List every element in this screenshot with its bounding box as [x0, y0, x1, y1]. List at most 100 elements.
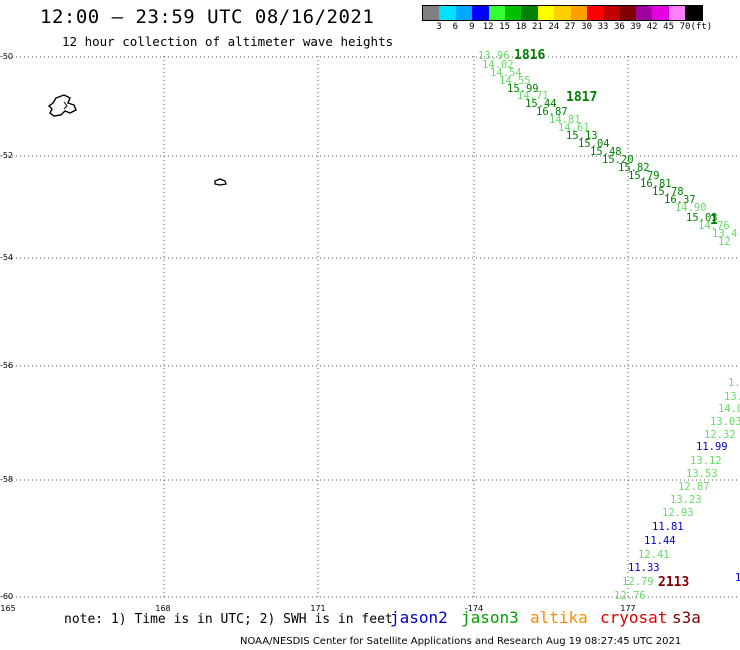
wave-height-value: 15.04	[578, 138, 610, 150]
track-time-label: 1	[710, 213, 718, 228]
colorbar-label: 45	[663, 22, 675, 32]
lat-label: -50	[0, 52, 14, 61]
colorbar-swatch	[570, 6, 587, 20]
satellite-altika: altika	[530, 608, 588, 627]
wave-height-value: 14.61	[558, 122, 590, 134]
units-note: note: 1) Time is in UTC; 2) SWH is in fe…	[64, 612, 393, 627]
colorbar-swatch	[521, 6, 538, 20]
lon-label: 165	[0, 604, 16, 613]
wave-height-value: 14.71	[517, 90, 549, 102]
colorbar-swatch	[488, 6, 505, 20]
colorbar-label: 30	[581, 22, 593, 32]
wave-height-value: 13.23	[670, 494, 702, 506]
colorbar-swatch	[439, 6, 456, 20]
satellite-s3a: s3a	[672, 608, 701, 627]
colorbar-swatch	[636, 6, 653, 20]
colorbar-label: 36	[613, 22, 625, 32]
lon-label: -174	[464, 604, 484, 613]
wave-height-value: 14.90	[675, 202, 707, 214]
wave-height-value: 14.0	[718, 403, 740, 415]
lon-label: 177	[620, 604, 636, 613]
lon-label: 171	[310, 604, 326, 613]
wave-height-value: 14.55	[499, 75, 531, 87]
wave-height-value: 13.53	[686, 468, 718, 480]
auckland-islands-landmass	[47, 94, 77, 117]
wave-height-value: 15.44	[525, 98, 557, 110]
colorbar-label: 24	[548, 22, 560, 32]
colorbar-label: 70	[679, 22, 691, 32]
colorbar-swatch	[652, 6, 669, 20]
colorbar-swatch	[619, 6, 637, 20]
lon-label: 168	[155, 604, 171, 613]
wave-height-value: 15.78	[652, 186, 684, 198]
wave-height-value: 11.33	[628, 562, 660, 574]
track-time-label: 1817	[566, 90, 598, 105]
colorbar-label: (ft)	[690, 22, 713, 32]
wave-height-value: 14.02	[482, 59, 514, 71]
track-time-label: 1816	[514, 48, 546, 63]
wave-height-value: 12.79	[622, 576, 654, 588]
wave-height-value: 15.13	[566, 130, 598, 142]
wave-height-value: 15.48	[590, 146, 622, 158]
lat-label: -56	[0, 361, 14, 370]
colorbar-swatch	[554, 6, 571, 20]
colorbar-swatch	[455, 6, 473, 20]
wave-height-value: 15.79	[628, 170, 660, 182]
colorbar-swatch	[423, 6, 440, 20]
colorbar-label: 33	[597, 22, 609, 32]
wave-height-value: 16.37	[664, 194, 696, 206]
wave-height-value: 13.96	[478, 50, 510, 62]
lat-label: -54	[0, 253, 14, 262]
wave-height-value: 13.12	[690, 455, 722, 467]
wave-height-value: 13.	[724, 391, 740, 403]
colorbar-label: 12	[482, 22, 494, 32]
colorbar-label: 27	[564, 22, 576, 32]
wave-height-value: 11.44	[644, 535, 676, 547]
colorbar-label: 42	[646, 22, 658, 32]
colorbar-swatch	[668, 6, 686, 20]
colorbar-label: 6	[452, 22, 459, 32]
satellite-jason3: jason3	[461, 608, 519, 627]
wave-height-value: 13.03	[710, 416, 740, 428]
colorbar-swatch	[472, 6, 489, 20]
map-title: 12:00 – 23:59 UTC 08/16/2021	[40, 6, 375, 28]
wave-height-value: 15.99	[507, 83, 539, 95]
track-time-label: 2113	[658, 575, 690, 590]
wave-height-value: 13.4	[712, 228, 738, 240]
wave-height-value: 14.81	[549, 114, 581, 126]
satellite-cryosat: cryosat	[600, 608, 668, 627]
wave-height-value: 16.87	[536, 106, 568, 118]
wave-height-value: 16.81	[640, 178, 672, 190]
colorbar-label: 21	[531, 22, 543, 32]
wave-height-value: 1.	[728, 377, 740, 389]
wave-height-value: 11.99	[696, 441, 728, 453]
wave-height-value: 1	[735, 572, 740, 584]
lat-label: -58	[0, 475, 14, 484]
wave-height-value: 12.41	[638, 549, 670, 561]
colorbar-label: 15	[499, 22, 511, 32]
wave-height-value: 12	[718, 236, 731, 248]
colorbar-swatch	[603, 6, 620, 20]
wave-height-value: 12.93	[662, 507, 694, 519]
wave-height-value: 15.03	[686, 212, 718, 224]
auckland-islands-detail	[63, 101, 68, 110]
wave-height-value: 12.76	[614, 590, 646, 602]
colorbar-label: 39	[630, 22, 642, 32]
colorbar-label: 18	[515, 22, 527, 32]
map-subtitle: 12 hour collection of altimeter wave hei…	[62, 34, 394, 49]
campbell-island-landmass	[214, 178, 227, 186]
colorbar-swatch	[537, 6, 555, 20]
satellite-jason2: jason2	[390, 608, 448, 627]
wave-height-value: 14.54	[490, 67, 522, 79]
lat-label: -52	[0, 151, 14, 160]
wave-height-colorbar	[422, 5, 703, 21]
colorbar-label: 3	[436, 22, 442, 32]
colorbar-swatch	[685, 6, 702, 20]
credit-line: NOAA/NESDIS Center for Satellite Applica…	[240, 636, 682, 647]
colorbar-label: 9	[469, 22, 475, 32]
wave-height-value: 14.76	[698, 220, 730, 232]
wave-height-value: 12.32	[704, 429, 736, 441]
wave-height-value: 15.20	[602, 154, 634, 166]
wave-height-value: 15.82	[618, 162, 650, 174]
wave-height-value: 12.87	[678, 481, 710, 493]
